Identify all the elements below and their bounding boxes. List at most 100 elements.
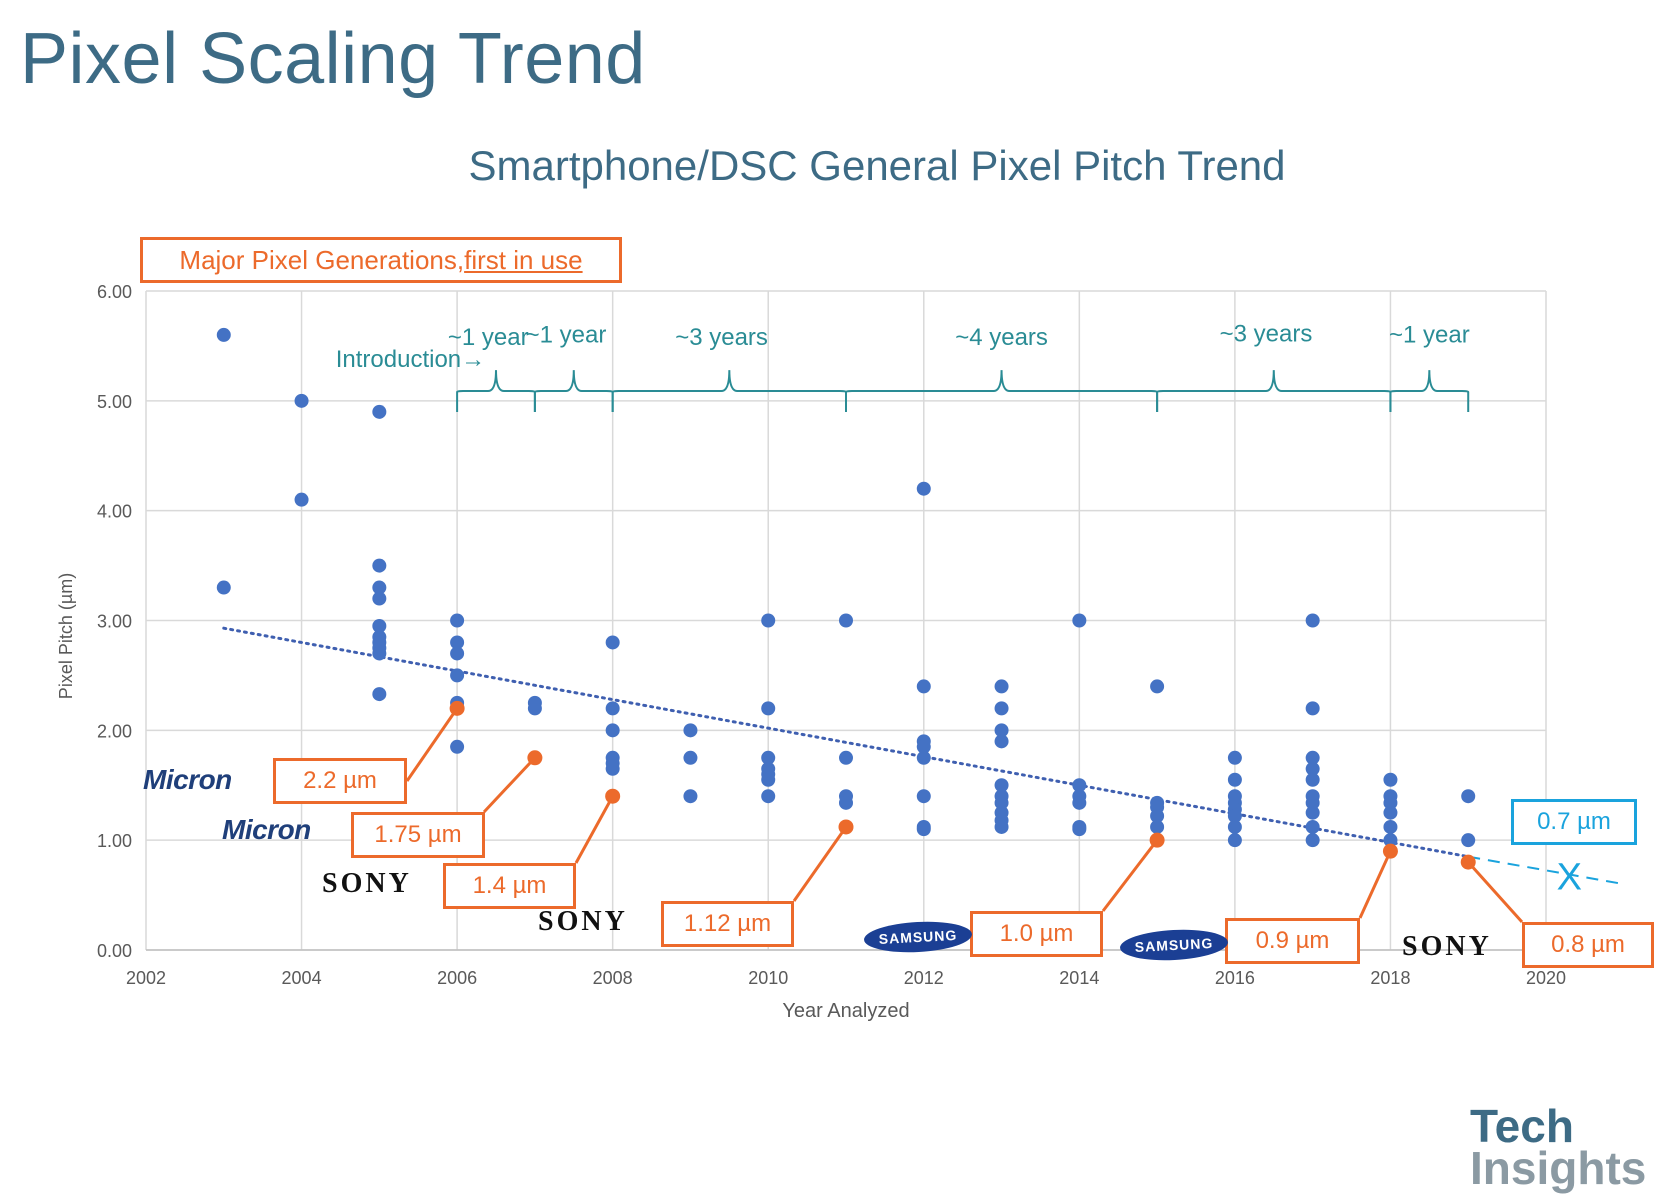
data-point xyxy=(605,761,620,776)
data-point xyxy=(994,723,1009,738)
sony-logo: SONY xyxy=(322,868,412,899)
data-point xyxy=(450,613,465,628)
data-point xyxy=(1227,833,1242,848)
data-point xyxy=(1150,819,1165,834)
brand-line-2: Insights xyxy=(1470,1142,1647,1194)
data-point xyxy=(1072,778,1087,793)
data-point xyxy=(450,646,465,661)
generation-point xyxy=(838,819,854,835)
generation-point xyxy=(527,750,543,766)
data-point xyxy=(683,750,698,765)
data-point xyxy=(994,701,1009,716)
data-point xyxy=(1150,809,1165,824)
generation-leader-line xyxy=(1467,861,1524,924)
data-point xyxy=(1305,750,1320,765)
data-point xyxy=(527,701,542,716)
data-point xyxy=(1072,795,1087,810)
data-point xyxy=(761,613,776,628)
data-point xyxy=(372,687,387,702)
data-point xyxy=(372,404,387,419)
data-point xyxy=(1305,833,1320,848)
generation-box: 1.12 µm xyxy=(661,901,794,947)
major-generations-callout: Major Pixel Generations, first in use xyxy=(140,237,622,283)
data-point xyxy=(761,772,776,787)
y-tick-label: 2.00 xyxy=(97,721,132,741)
data-point xyxy=(1305,819,1320,834)
data-point xyxy=(450,668,465,683)
future-x-marker: X xyxy=(1557,856,1582,898)
data-point xyxy=(1072,822,1087,837)
y-tick-label: 1.00 xyxy=(97,831,132,851)
data-point xyxy=(1305,761,1320,776)
sony-logo: SONY xyxy=(1402,931,1492,962)
data-point xyxy=(1227,819,1242,834)
data-point xyxy=(916,481,931,496)
data-point xyxy=(372,646,387,661)
data-point xyxy=(1227,809,1242,824)
data-point xyxy=(916,739,931,754)
interval-bracket xyxy=(533,370,614,413)
data-point xyxy=(1383,795,1398,810)
generation-leader-line xyxy=(1358,850,1392,919)
data-point xyxy=(1305,613,1320,628)
x-tick-label: 2008 xyxy=(593,968,633,988)
data-point xyxy=(372,558,387,573)
y-tick-label: 6.00 xyxy=(97,282,132,302)
data-point xyxy=(450,739,465,754)
generation-box: 0.9 µm xyxy=(1225,918,1360,964)
y-tick-label: 3.00 xyxy=(97,612,132,632)
data-point xyxy=(1227,772,1242,787)
generation-box: 1.75 µm xyxy=(351,812,485,858)
techinsights-logo: Tech Insights xyxy=(1470,1103,1647,1194)
data-point xyxy=(1383,833,1398,848)
generation-point xyxy=(1460,854,1476,870)
generation-box: 0.8 µm xyxy=(1522,922,1654,968)
generation-leader-line xyxy=(792,826,848,902)
x-tick-label: 2002 xyxy=(126,968,166,988)
micron-logo: Micron xyxy=(143,764,232,795)
y-tick-label: 4.00 xyxy=(97,502,132,522)
generation-box: 1.4 µm xyxy=(443,863,576,909)
x-tick-label: 2010 xyxy=(748,968,788,988)
data-point xyxy=(372,591,387,606)
data-point xyxy=(1072,613,1087,628)
data-point xyxy=(839,613,853,628)
interval-annotation: Introduction→ xyxy=(336,346,485,373)
data-point xyxy=(450,635,465,650)
interval-annotation: ~1 year xyxy=(1389,322,1470,349)
data-point xyxy=(994,795,1009,810)
data-point xyxy=(294,492,309,507)
interval-annotation: ~1 year xyxy=(526,322,607,349)
interval-bracket xyxy=(845,370,1159,413)
interval-bracket xyxy=(456,370,536,413)
x-tick-label: 2012 xyxy=(904,968,944,988)
interval-bracket xyxy=(1156,370,1392,413)
interval-bracket xyxy=(611,370,847,413)
chart-title: Smartphone/DSC General Pixel Pitch Trend xyxy=(468,142,1285,189)
interval-annotation: ~4 years xyxy=(955,324,1048,351)
y-tick-label: 5.00 xyxy=(97,392,132,412)
data-point xyxy=(761,750,776,765)
x-tick-label: 2020 xyxy=(1526,968,1566,988)
interval-annotation: ~3 years xyxy=(675,324,768,351)
generation-point xyxy=(1149,832,1165,848)
data-point xyxy=(994,778,1009,793)
generation-leader-line xyxy=(405,707,459,782)
data-point xyxy=(1461,789,1476,804)
interval-annotation: ~3 years xyxy=(1220,321,1313,348)
sony-logo: SONY xyxy=(538,906,628,937)
x-tick-label: 2014 xyxy=(1059,968,1099,988)
data-point xyxy=(994,734,1009,749)
data-point xyxy=(294,393,309,408)
data-point xyxy=(605,723,620,738)
data-point xyxy=(839,750,853,765)
x-tick-label: 2004 xyxy=(282,968,322,988)
data-point xyxy=(1461,833,1476,848)
generation-leader-line xyxy=(574,795,614,864)
data-point xyxy=(372,580,387,595)
data-point xyxy=(761,789,776,804)
data-point xyxy=(1305,795,1320,810)
data-point xyxy=(1383,805,1398,820)
data-point xyxy=(1383,772,1398,787)
data-point xyxy=(216,580,231,595)
